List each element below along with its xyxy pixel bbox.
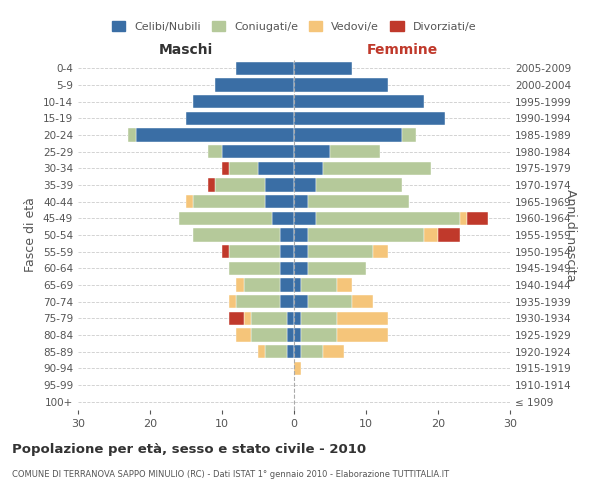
Bar bbox=[301, 345, 323, 358]
Bar bbox=[337, 312, 388, 325]
Bar bbox=[294, 328, 301, 342]
Bar bbox=[244, 312, 251, 325]
Bar bbox=[229, 262, 280, 275]
Bar bbox=[294, 178, 316, 192]
Bar bbox=[136, 128, 294, 141]
Bar bbox=[294, 62, 352, 75]
Bar bbox=[236, 278, 244, 291]
Bar bbox=[330, 145, 380, 158]
Bar bbox=[236, 62, 294, 75]
Bar bbox=[215, 178, 265, 192]
Bar bbox=[222, 145, 294, 158]
Bar bbox=[337, 328, 388, 342]
Bar bbox=[294, 128, 402, 141]
Bar bbox=[316, 212, 460, 225]
Bar bbox=[272, 212, 294, 225]
Bar bbox=[301, 278, 337, 291]
Bar bbox=[294, 345, 301, 358]
Bar bbox=[352, 295, 373, 308]
Bar bbox=[301, 312, 337, 325]
Bar bbox=[294, 112, 445, 125]
Bar bbox=[308, 228, 424, 241]
Bar bbox=[294, 78, 388, 92]
Legend: Celibi/Nubili, Coniugati/e, Vedovi/e, Divorziati/e: Celibi/Nubili, Coniugati/e, Vedovi/e, Di… bbox=[107, 16, 481, 36]
Bar bbox=[222, 245, 229, 258]
Bar bbox=[294, 262, 308, 275]
Bar bbox=[287, 345, 294, 358]
Bar bbox=[280, 228, 294, 241]
Bar bbox=[280, 262, 294, 275]
Bar bbox=[308, 295, 352, 308]
Bar bbox=[208, 145, 222, 158]
Bar bbox=[236, 328, 251, 342]
Bar bbox=[251, 328, 287, 342]
Bar bbox=[460, 212, 467, 225]
Bar bbox=[193, 228, 280, 241]
Bar bbox=[337, 278, 352, 291]
Text: COMUNE DI TERRANOVA SAPPO MINULIO (RC) - Dati ISTAT 1° gennaio 2010 - Elaborazio: COMUNE DI TERRANOVA SAPPO MINULIO (RC) -… bbox=[12, 470, 449, 479]
Bar bbox=[308, 195, 409, 208]
Text: Maschi: Maschi bbox=[159, 42, 213, 56]
Bar bbox=[229, 162, 258, 175]
Bar bbox=[294, 312, 301, 325]
Bar bbox=[294, 228, 308, 241]
Bar bbox=[193, 195, 265, 208]
Bar bbox=[179, 212, 272, 225]
Bar bbox=[316, 178, 402, 192]
Bar bbox=[294, 278, 301, 291]
Bar bbox=[287, 312, 294, 325]
Bar bbox=[294, 212, 316, 225]
Bar bbox=[193, 95, 294, 108]
Y-axis label: Fasce di età: Fasce di età bbox=[25, 198, 37, 272]
Bar bbox=[236, 295, 280, 308]
Bar bbox=[301, 328, 337, 342]
Bar bbox=[244, 278, 280, 291]
Bar bbox=[294, 245, 308, 258]
Bar bbox=[280, 245, 294, 258]
Bar bbox=[229, 245, 280, 258]
Bar bbox=[438, 228, 460, 241]
Bar bbox=[294, 162, 323, 175]
Bar bbox=[265, 178, 294, 192]
Bar bbox=[258, 162, 294, 175]
Bar bbox=[229, 312, 244, 325]
Bar bbox=[294, 362, 301, 375]
Bar bbox=[323, 345, 344, 358]
Bar bbox=[294, 195, 308, 208]
Bar bbox=[287, 328, 294, 342]
Bar bbox=[280, 278, 294, 291]
Bar bbox=[265, 345, 287, 358]
Bar bbox=[265, 195, 294, 208]
Bar bbox=[402, 128, 416, 141]
Bar bbox=[373, 245, 388, 258]
Bar bbox=[294, 295, 308, 308]
Bar bbox=[222, 162, 229, 175]
Bar bbox=[294, 145, 330, 158]
Y-axis label: Anni di nascita: Anni di nascita bbox=[564, 188, 577, 281]
Bar bbox=[215, 78, 294, 92]
Bar bbox=[229, 295, 236, 308]
Bar bbox=[294, 95, 424, 108]
Bar bbox=[308, 245, 373, 258]
Bar bbox=[186, 195, 193, 208]
Bar bbox=[424, 228, 438, 241]
Bar bbox=[323, 162, 431, 175]
Bar bbox=[251, 312, 287, 325]
Bar bbox=[258, 345, 265, 358]
Bar bbox=[467, 212, 488, 225]
Text: Popolazione per età, sesso e stato civile - 2010: Popolazione per età, sesso e stato civil… bbox=[12, 442, 366, 456]
Text: Femmine: Femmine bbox=[367, 42, 437, 56]
Bar bbox=[186, 112, 294, 125]
Bar bbox=[128, 128, 136, 141]
Bar bbox=[208, 178, 215, 192]
Bar bbox=[308, 262, 366, 275]
Bar bbox=[280, 295, 294, 308]
